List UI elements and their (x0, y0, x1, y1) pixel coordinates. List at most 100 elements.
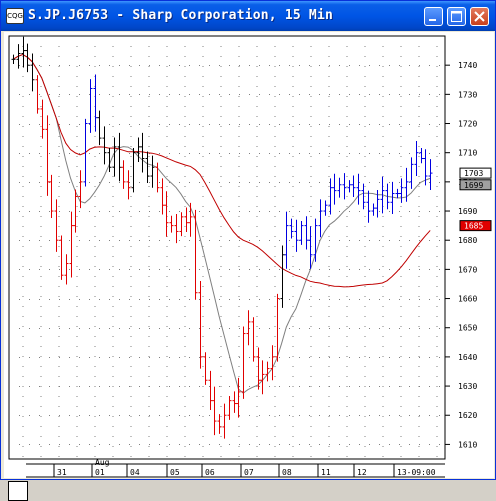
price-bar (260, 360, 265, 395)
price-bar (351, 175, 356, 198)
price-bar (385, 183, 390, 210)
price-bar (366, 190, 371, 223)
price-bar (30, 53, 35, 92)
price-label: 1699 (459, 179, 492, 191)
price-bar (179, 212, 184, 237)
x-tick-label: 12 (357, 468, 367, 477)
price-bar (256, 347, 261, 390)
price-bar (208, 370, 213, 410)
window-title: S.JP.J6753 - Sharp Corporation, 15 Min (28, 8, 334, 23)
price-bar (102, 126, 107, 165)
y-tick-label: 1710 (458, 149, 477, 158)
price-bar (169, 215, 174, 233)
price-chart[interactable]: 1610162016301640165016601670168016901700… (4, 32, 494, 478)
price-bar (45, 115, 50, 196)
price-bar (155, 162, 160, 193)
x-tick-label: 07 (244, 468, 254, 477)
price-bar (174, 213, 179, 244)
price-bar (395, 188, 400, 199)
price-bar (337, 177, 342, 198)
price-bar (308, 226, 313, 269)
price-bar (126, 170, 131, 200)
price-bar (323, 200, 328, 216)
price-bar (289, 218, 294, 239)
y-tick-label: 1660 (458, 295, 477, 304)
grid (8, 35, 446, 460)
y-tick-label: 1650 (458, 324, 477, 333)
price-bar (304, 216, 309, 250)
x-month-label: Aug (95, 458, 110, 467)
close-button[interactable] (470, 7, 489, 26)
price-bar (280, 245, 285, 308)
price-bar (328, 178, 333, 215)
x-tick-label: 01 (95, 468, 105, 477)
close-icon (474, 11, 485, 22)
price-bar (265, 361, 270, 382)
y-tick-label: 1670 (458, 265, 477, 274)
price-bar (299, 220, 304, 245)
price-bar (107, 148, 112, 172)
maximize-icon (451, 11, 462, 22)
cqg-app-icon[interactable]: CQG (6, 8, 24, 24)
price-bar (160, 178, 165, 215)
price-bar (342, 173, 347, 200)
price-bar (318, 199, 323, 238)
price-bar (83, 118, 88, 187)
price-bar (164, 191, 169, 237)
y-tick-label: 1610 (458, 440, 477, 449)
price-label: 1685 (459, 220, 492, 232)
price-bar (64, 254, 69, 285)
y-tick-label: 1680 (458, 236, 477, 245)
price-bar (217, 414, 222, 434)
minimize-button[interactable] (424, 7, 443, 26)
price-bar (188, 202, 193, 237)
moving-averages (12, 53, 431, 394)
price-bar (73, 189, 78, 233)
price-bar (409, 157, 414, 189)
price-bar (69, 211, 74, 278)
title-bar[interactable]: CQG S.JP.J6753 - Sharp Corporation, 15 M… (1, 1, 495, 31)
price-label-box (459, 179, 492, 191)
price-bar (236, 377, 241, 418)
price-bar (145, 151, 150, 184)
plot-frame (8, 35, 446, 460)
price-bar (112, 137, 117, 177)
price-bar (251, 317, 256, 362)
moving-average-fast (12, 53, 431, 394)
chart-area[interactable]: 1610162016301640165016601670168016901700… (4, 32, 494, 501)
price-bar (184, 207, 189, 233)
price-bar (88, 79, 93, 133)
y-tick-label: 1640 (458, 353, 477, 362)
price-bar (414, 141, 419, 177)
price-bar (198, 281, 203, 369)
price-bar (399, 178, 404, 203)
x-tick-label: 11 (321, 468, 331, 477)
maximize-button[interactable] (447, 7, 466, 26)
price-bar (59, 235, 64, 280)
price-bar (404, 167, 409, 202)
y-tick-label: 1620 (458, 411, 477, 420)
price-bar (227, 395, 232, 420)
price-bar (212, 386, 217, 436)
price-bar (203, 352, 208, 385)
price-bar (93, 74, 98, 132)
price-bar (380, 176, 385, 214)
y-tick-label: 1730 (458, 90, 477, 99)
price-bar (16, 44, 21, 69)
chart-corner-box[interactable] (8, 481, 28, 501)
price-bar (21, 36, 26, 68)
price-bar (361, 183, 366, 210)
x-tick-label: 05 (170, 468, 180, 477)
x-tick-label: 06 (205, 468, 215, 477)
price-bar (136, 137, 141, 163)
price-bar (25, 43, 30, 73)
price-bar (78, 170, 83, 209)
x-tick-label: 08 (282, 468, 292, 477)
y-tick-label: 1690 (458, 207, 477, 216)
price-label-box (459, 167, 492, 179)
price-bar (121, 160, 126, 189)
price-labels: 1703 1699 1685 (459, 167, 492, 232)
price-bar (150, 155, 155, 188)
price-bar (54, 199, 59, 252)
